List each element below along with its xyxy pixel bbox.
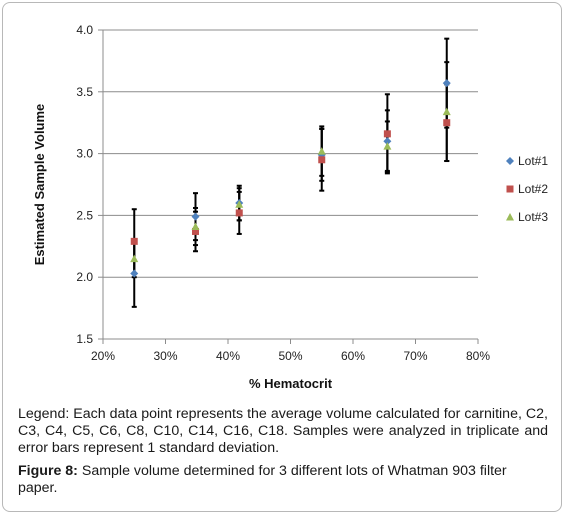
data-point-lot2 <box>192 227 199 235</box>
data-point-lot2 <box>235 209 243 217</box>
legend-caption: Legend: Each data point represents the a… <box>18 406 548 456</box>
data-point-lot3 <box>191 222 200 231</box>
y-axis-title: Estimated Sample Volume <box>32 104 47 266</box>
data-point-lot2 <box>130 237 138 245</box>
data-point-lot1 <box>442 79 451 88</box>
figure-frame <box>2 2 562 512</box>
x-tick-label: 40% <box>216 349 240 363</box>
x-tick-label: 20% <box>91 349 115 363</box>
x-tick-label: 80% <box>466 349 490 363</box>
x-tick-label: 70% <box>403 349 427 363</box>
data-point-lot2 <box>443 119 451 127</box>
legend-label: Lot#1 <box>518 154 548 168</box>
data-point-lot3 <box>442 107 451 116</box>
data-point-lot1 <box>130 269 139 278</box>
y-tick-label: 2.5 <box>76 208 93 222</box>
x-tick-label: 60% <box>341 349 365 363</box>
y-tick-label: 4.0 <box>76 23 93 37</box>
x-tick-label: 50% <box>278 349 302 363</box>
data-point-lot2 <box>318 156 326 164</box>
x-tick-label: 30% <box>153 349 177 363</box>
data-point-lot3 <box>383 142 392 150</box>
figure-caption-text: Sample volume determined for 3 different… <box>18 463 507 496</box>
data-point-lot1 <box>191 212 200 221</box>
data-point-lot1 <box>383 137 392 146</box>
data-point-lot3 <box>235 200 244 208</box>
figure-label: Figure 8: <box>18 463 78 479</box>
y-tick-label: 1.5 <box>76 332 93 346</box>
legend-marker <box>506 157 514 165</box>
legend-marker <box>506 213 514 221</box>
legend-label: Lot#2 <box>518 182 548 196</box>
y-tick-label: 2.0 <box>76 270 93 284</box>
figure-caption: Figure 8: Sample volume determined for 3… <box>18 463 548 497</box>
legend-marker <box>506 185 514 193</box>
data-point-lot2 <box>383 130 391 138</box>
data-point-lot3 <box>130 254 139 263</box>
data-point-lot3 <box>317 147 326 155</box>
scatter-chart: 1.5 2.0 2.5 3.0 3.5 4.0 20% 30% 40% 50% 60% 70% 80%%… <box>32 23 548 391</box>
y-tick-label: 3.5 <box>76 85 93 99</box>
x-axis-title: % Hematocrit <box>249 376 333 391</box>
y-tick-label: 3.0 <box>76 147 93 161</box>
legend-label: Lot#3 <box>518 210 548 224</box>
